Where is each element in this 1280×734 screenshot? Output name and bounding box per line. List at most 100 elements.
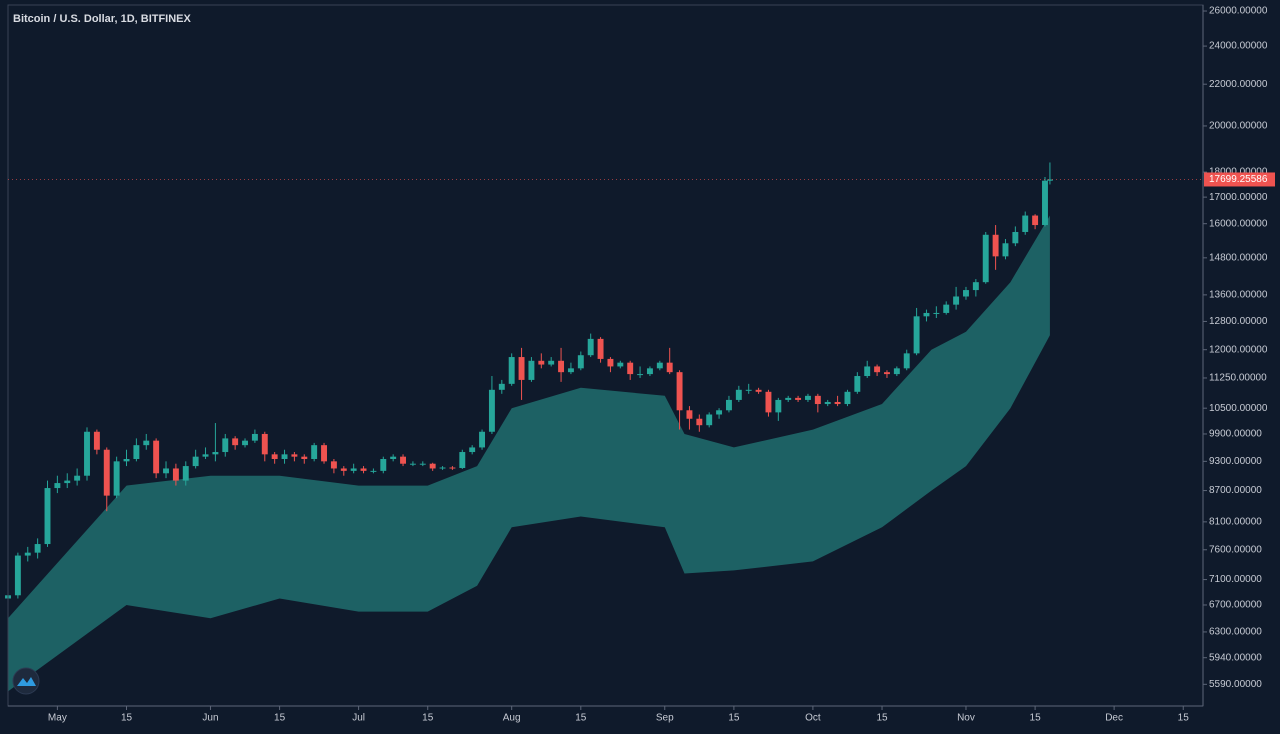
y-tick-label: 9900.00000 — [1209, 429, 1262, 440]
candle-body — [548, 360, 555, 365]
logo-circle[interactable] — [12, 667, 40, 695]
candle-body — [153, 440, 160, 474]
candle-body — [281, 454, 288, 459]
x-tick-label: 15 — [1178, 713, 1190, 724]
y-tick-label: 7600.00000 — [1209, 544, 1262, 555]
candle-body — [518, 357, 525, 380]
y-tick-label: 5940.00000 — [1209, 652, 1262, 663]
candle-body — [479, 431, 486, 448]
y-tick-label: 18000.00000 — [1209, 167, 1268, 178]
candle-body — [64, 480, 71, 484]
x-tick-label: 15 — [728, 713, 740, 724]
candle-body — [804, 395, 811, 400]
candle-body — [291, 454, 298, 457]
candle-body — [54, 483, 61, 489]
candle-body — [469, 447, 476, 453]
candle-body — [380, 458, 387, 471]
candle-body — [261, 433, 268, 455]
candle-body — [1002, 243, 1009, 257]
candle-body — [182, 466, 189, 481]
candle-body — [508, 357, 515, 384]
candle-body — [24, 552, 31, 556]
candle-body — [350, 468, 357, 471]
y-tick-label: 8700.00000 — [1209, 485, 1262, 496]
y-tick-label: 13600.00000 — [1209, 290, 1268, 301]
x-tick-label: 15 — [422, 713, 434, 724]
candle-body — [577, 355, 584, 369]
candle-body — [321, 445, 327, 462]
candle-body — [232, 438, 239, 446]
x-tick-label: 15 — [1030, 713, 1042, 724]
candle-body — [74, 475, 81, 481]
x-tick-label: Dec — [1105, 713, 1123, 724]
candle-body — [982, 234, 989, 283]
y-tick-label: 22000.00000 — [1209, 79, 1268, 90]
candle-body — [646, 368, 653, 375]
candle-body — [735, 389, 742, 400]
candle-body — [627, 362, 634, 375]
candle-body — [913, 316, 920, 354]
candle-body — [409, 463, 416, 465]
candle-body — [637, 374, 644, 376]
candle-body — [222, 438, 229, 453]
candle-body — [390, 456, 397, 459]
candle-body — [192, 456, 199, 467]
candle-body — [370, 470, 377, 472]
candle-body — [14, 555, 21, 596]
candle-body — [874, 366, 881, 373]
candle-body — [824, 401, 831, 405]
y-tick-label: 11250.00000 — [1209, 373, 1267, 384]
candle-body — [558, 360, 565, 373]
candle-body — [567, 368, 574, 373]
logo-icon[interactable] — [17, 677, 36, 686]
candle-body — [212, 452, 219, 455]
candle-body — [1042, 180, 1048, 226]
y-tick-label: 12000.00000 — [1209, 344, 1268, 355]
y-tick-label: 5590.00000 — [1209, 679, 1262, 690]
y-tick-label: 6300.00000 — [1209, 627, 1262, 638]
y-tick-label: 6700.00000 — [1209, 600, 1262, 611]
logo[interactable] — [12, 667, 40, 695]
candle-body — [123, 458, 130, 462]
x-tick-label: 15 — [274, 713, 286, 724]
candle-body — [963, 290, 969, 297]
candle-body — [400, 456, 407, 464]
candle-body — [686, 410, 693, 419]
candle-body — [775, 399, 782, 413]
candle-body — [1032, 215, 1039, 226]
y-tick-label: 14800.00000 — [1209, 252, 1268, 263]
candle-body — [113, 461, 120, 496]
candle-body — [893, 368, 900, 375]
candle-body — [538, 360, 545, 365]
x-tick-label: Jun — [202, 713, 218, 724]
last-price-badge — [1204, 172, 1275, 187]
x-tick-label: 15 — [121, 713, 133, 724]
candle-body — [765, 391, 772, 413]
candle-body — [439, 467, 446, 469]
candle-body — [607, 358, 614, 367]
candle-body — [884, 372, 890, 375]
candle-body — [943, 304, 950, 313]
candle-body — [1012, 231, 1019, 244]
candle-body — [834, 401, 841, 405]
last-price-label: 17699.25586 — [1209, 174, 1268, 185]
candle-body — [340, 468, 347, 471]
candle-body — [44, 488, 51, 545]
candle-body — [449, 467, 456, 469]
candle-body — [755, 389, 762, 392]
candle-body — [597, 338, 604, 359]
x-tick-label: 15 — [575, 713, 587, 724]
y-tick-label: 10500.00000 — [1209, 403, 1268, 414]
candle-body — [172, 468, 179, 481]
candle-body — [953, 296, 960, 305]
candle-body — [706, 414, 713, 426]
y-tick-label: 7100.00000 — [1209, 574, 1262, 585]
candle-body — [488, 389, 495, 432]
candle-body — [617, 362, 624, 367]
cloud-band — [8, 215, 1050, 692]
x-tick-label: Sep — [656, 713, 674, 724]
candle-body — [814, 395, 821, 405]
candle-body — [429, 463, 436, 469]
candle-body — [785, 397, 792, 400]
